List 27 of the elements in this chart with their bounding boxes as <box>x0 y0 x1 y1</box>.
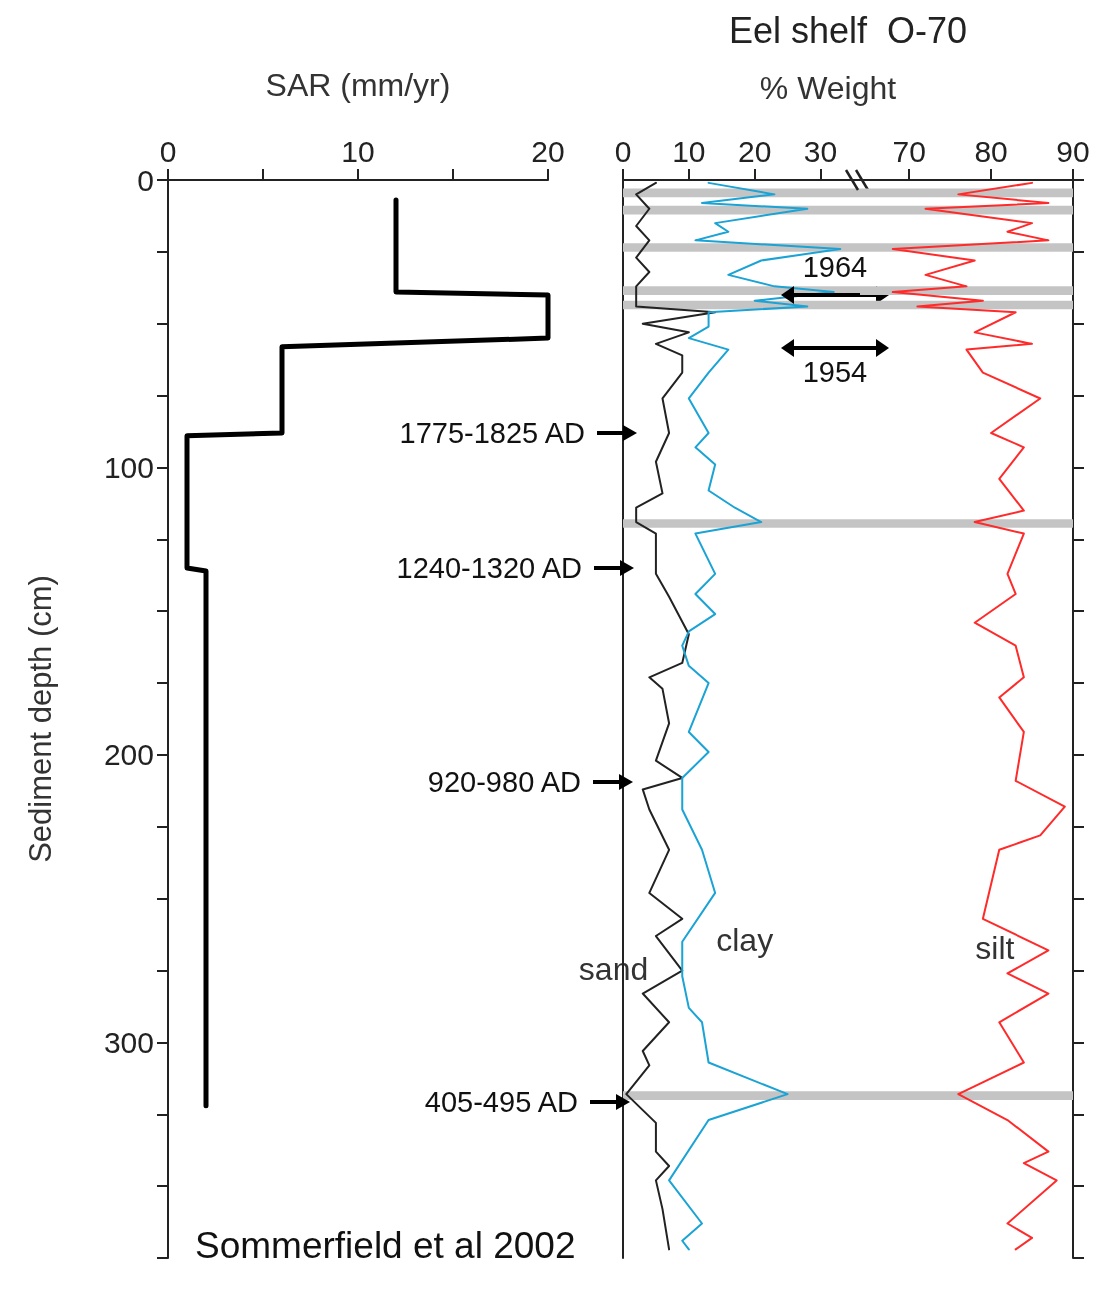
y-tick-label: 300 <box>103 1025 154 1059</box>
chart-title: Eel shelf O-70 <box>728 9 968 51</box>
x-tick-label: 10 <box>341 134 375 168</box>
x-tick-label: 70 <box>892 134 926 168</box>
x-axis-title: % Weight <box>759 70 897 106</box>
x-axis-title: SAR (mm/yr) <box>265 67 451 103</box>
series-label: clay <box>716 921 774 958</box>
annotation: 405-495 AD <box>424 1086 578 1118</box>
annotation: 920-980 AD <box>427 766 581 798</box>
y-tick-label: 100 <box>103 450 154 484</box>
annotation: Sommerfield et al 2002 <box>195 1224 576 1266</box>
x-tick-label: 20 <box>531 134 565 168</box>
annotation: 1240-1320 AD <box>396 552 582 584</box>
series-label: silt <box>975 930 1015 967</box>
annotation: 1775-1825 AD <box>399 417 585 449</box>
y-axis-title: Sediment depth (cm) <box>23 575 58 863</box>
annotation: 1964 <box>802 251 868 283</box>
y-tick-label: 200 <box>103 738 154 772</box>
x-tick-label: 0 <box>614 134 632 168</box>
x-tick-label: 10 <box>672 134 706 168</box>
x-tick-label: 30 <box>803 134 838 168</box>
y-tick-label: 0 <box>137 163 154 197</box>
x-tick-label: 80 <box>974 134 1008 168</box>
annotation: 1954 <box>802 356 868 388</box>
x-tick-label: 20 <box>737 134 772 168</box>
x-tick-label: 90 <box>1056 134 1090 168</box>
x-tick-label: 0 <box>159 134 177 168</box>
